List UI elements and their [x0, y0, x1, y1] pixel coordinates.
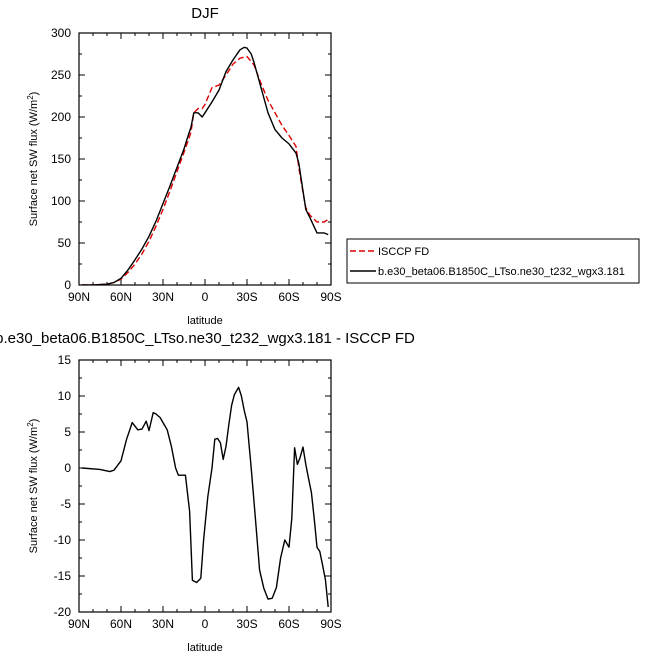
y-tick-label: 0	[64, 461, 71, 475]
x-tick-label: 60S	[278, 290, 299, 304]
y-axis-label-superscript: 2	[26, 422, 35, 427]
y-tick-label: 100	[51, 194, 71, 208]
x-tick-label: 60S	[278, 617, 299, 631]
legend: ISCCP FD b.e30_beta06.B1850C_LTso.ne30_t2…	[346, 238, 640, 284]
x-tick-label: 0	[202, 290, 209, 304]
series-group	[81, 46, 329, 285]
chart-title: DJF	[191, 5, 219, 22]
x-tick-label: 30N	[152, 617, 174, 631]
y-tick-label: 300	[51, 26, 71, 40]
x-tick-label: 90N	[68, 290, 90, 304]
y-tick-label: -10	[54, 533, 72, 547]
y-axis-label-superscript: 2	[26, 95, 35, 100]
y-tick-label: 10	[58, 389, 72, 403]
y-tick-label: 50	[58, 236, 72, 250]
y-axis-label: Surface net SW flux (W/m2)	[26, 92, 41, 227]
y-axis-label-close: )	[28, 92, 40, 96]
y-tick-label: 15	[58, 353, 72, 367]
y-tick-label: -5	[60, 497, 71, 511]
x-tick-label: 0	[202, 617, 209, 631]
y-tick-label: 0	[64, 278, 71, 292]
y-tick-label: -15	[54, 569, 72, 583]
series-group	[81, 386, 329, 608]
x-axis-label: latitude	[187, 315, 222, 327]
x-tick-label: 30S	[236, 290, 257, 304]
x-tick-label: 30S	[236, 617, 257, 631]
x-tick-label: 30N	[152, 290, 174, 304]
y-axis-label-text: Surface net SW flux (W/m	[28, 100, 40, 227]
series-line-1	[81, 386, 329, 608]
y-tick-label: 5	[64, 425, 71, 439]
y-axis-label-text: Surface net SW flux (W/m	[28, 427, 40, 554]
series-line-1	[81, 55, 329, 285]
x-tick-label: 90N	[68, 617, 90, 631]
legend-entry-2: b.e30_beta06.B1850C_LTso.ne30_t232_wgx3.…	[378, 266, 625, 278]
y-tick-label: -20	[54, 605, 72, 619]
x-tick-label: 90S	[320, 617, 341, 631]
y-axis-label: Surface net SW flux (W/m2)	[26, 419, 41, 554]
legend-box	[346, 238, 640, 284]
plot-frame	[78, 32, 332, 286]
x-axis-label: latitude	[187, 642, 222, 654]
y-axis-label-close: )	[28, 419, 40, 423]
chart-panel-2: b.e30_beta06.B1850C_LTso.ne30_t232_wgx3.…	[0, 330, 415, 654]
legend-entry-1: ISCCP FD	[378, 246, 429, 258]
chart-panel-1: DJF 90N 60N 30N 0 30S 60S 90S 0 50 100 150 200 250 300…	[26, 5, 640, 327]
x-tick-label: 90S	[320, 290, 341, 304]
x-tick-label: 60N	[110, 617, 132, 631]
y-tick-label: 150	[51, 152, 71, 166]
x-tick-label: 60N	[110, 290, 132, 304]
y-tick-label: 200	[51, 110, 71, 124]
series-line-2	[81, 46, 329, 285]
chart-title: b.e30_beta06.B1850C_LTso.ne30_t232_wgx3.…	[0, 330, 415, 347]
y-tick-label: 250	[51, 68, 71, 82]
